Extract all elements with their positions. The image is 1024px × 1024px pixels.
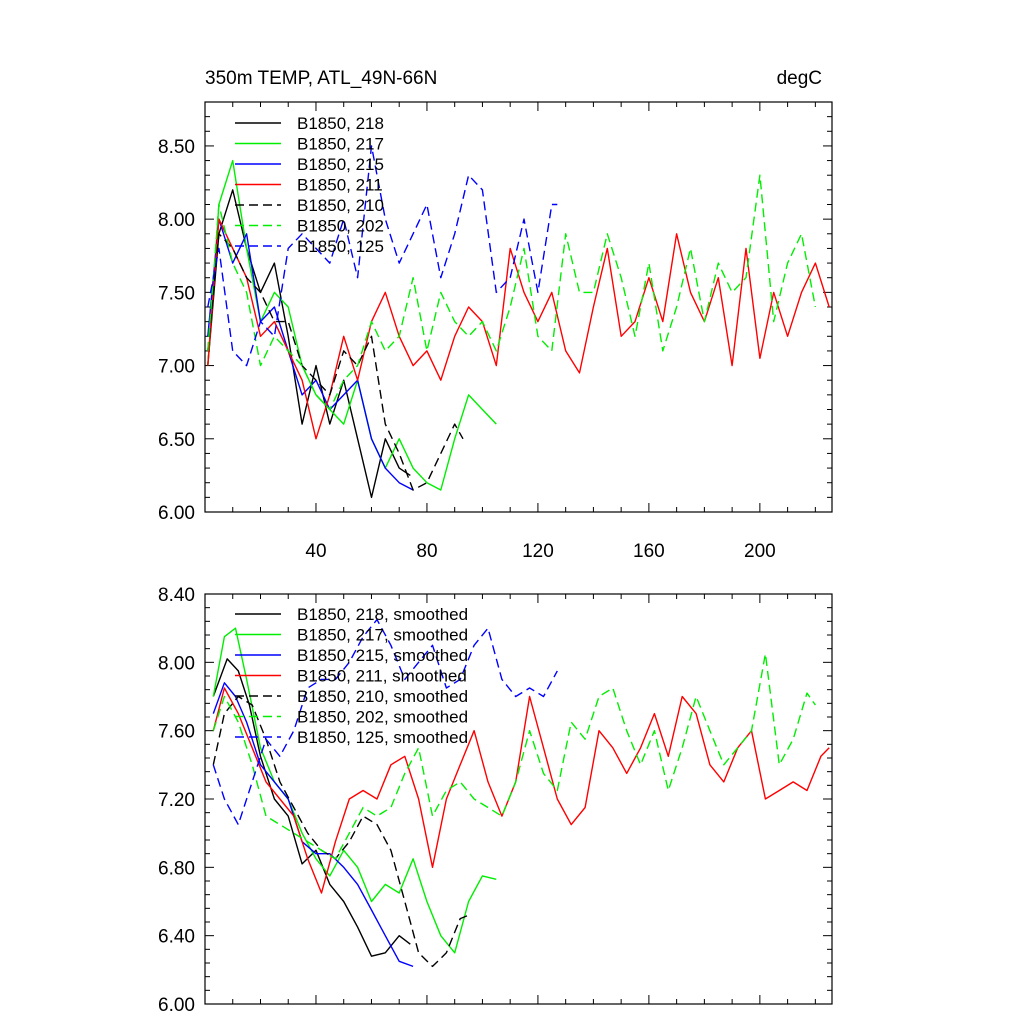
legend-label: B1850, 125 xyxy=(297,237,384,256)
y-tick-label: 8.50 xyxy=(158,137,195,158)
series-line xyxy=(212,687,830,894)
series-line xyxy=(212,695,469,968)
legend-label: B1850, 211, smoothed xyxy=(297,667,467,686)
y-tick-label: 8.00 xyxy=(158,210,195,231)
series-line xyxy=(212,658,411,957)
y-tick-label: 6.80 xyxy=(158,858,195,879)
legend-label: B1850, 211 xyxy=(297,176,383,195)
y-tick-label: 7.60 xyxy=(158,722,195,743)
y-tick-label: 7.00 xyxy=(158,357,195,378)
series-line xyxy=(207,218,830,440)
x-tick-label: 40 xyxy=(305,541,326,562)
series-line xyxy=(212,618,558,826)
y-tick-label: 6.00 xyxy=(158,995,195,1016)
y-tick-label: 8.00 xyxy=(158,653,195,674)
legend-label: B1850, 215 xyxy=(297,155,384,174)
series-line xyxy=(207,145,558,367)
legend-label: B1850, 202 xyxy=(297,217,384,236)
series-line xyxy=(212,682,414,968)
top-series-lines xyxy=(207,145,830,499)
series-line xyxy=(212,653,816,860)
top-ticks: 6.00 6.50 7.00 7.50 8.00 8.50 40 80 120 160 200 xyxy=(158,101,832,562)
bottom-panel: 6.00 6.40 6.80 7.20 7.60 8.00 8.40 B1850, 218,… xyxy=(158,585,833,1016)
x-tick-label: 80 xyxy=(416,541,437,562)
legend-label: B1850, 215, smoothed xyxy=(297,646,468,665)
y-tick-label: 8.40 xyxy=(158,585,195,606)
x-tick-label: 160 xyxy=(633,541,665,562)
x-tick-label: 200 xyxy=(744,541,776,562)
series-line xyxy=(207,233,464,491)
y-tick-label: 7.20 xyxy=(158,790,195,811)
legend-label: B1850, 210, smoothed xyxy=(297,687,468,706)
x-tick-label: 120 xyxy=(522,541,554,562)
bottom-ticks: 6.00 6.40 6.80 7.20 7.60 8.00 8.40 xyxy=(158,585,832,1016)
series-line xyxy=(207,174,817,411)
legend-label: B1850, 217 xyxy=(297,135,384,154)
top-title: 350m TEMP, ATL_49N-66N xyxy=(205,68,437,89)
top-units: degC xyxy=(777,68,822,89)
legend-label: B1850, 125, smoothed xyxy=(297,728,468,747)
legend-label: B1850, 202, smoothed xyxy=(297,708,468,727)
bottom-legend: B1850, 218, smoothed B1850, 217, smoothed… xyxy=(235,605,468,747)
y-tick-label: 7.50 xyxy=(158,283,195,304)
series-line xyxy=(212,627,497,954)
bottom-series-lines xyxy=(212,618,830,968)
legend-label: B1850, 218, smoothed xyxy=(297,605,468,624)
y-tick-label: 6.00 xyxy=(158,503,195,524)
series-line xyxy=(207,218,414,491)
top-panel: 350m TEMP, ATL_49N-66N degC 6.00 6.50 7.00… xyxy=(158,68,833,562)
legend-label: B1850, 210 xyxy=(297,196,384,215)
legend-label: B1850, 218 xyxy=(297,114,384,133)
series-line xyxy=(207,189,411,499)
series-line xyxy=(207,159,497,491)
y-tick-label: 6.40 xyxy=(158,927,195,948)
legend-label: B1850, 217, smoothed xyxy=(297,626,468,645)
y-tick-label: 6.50 xyxy=(158,430,195,451)
